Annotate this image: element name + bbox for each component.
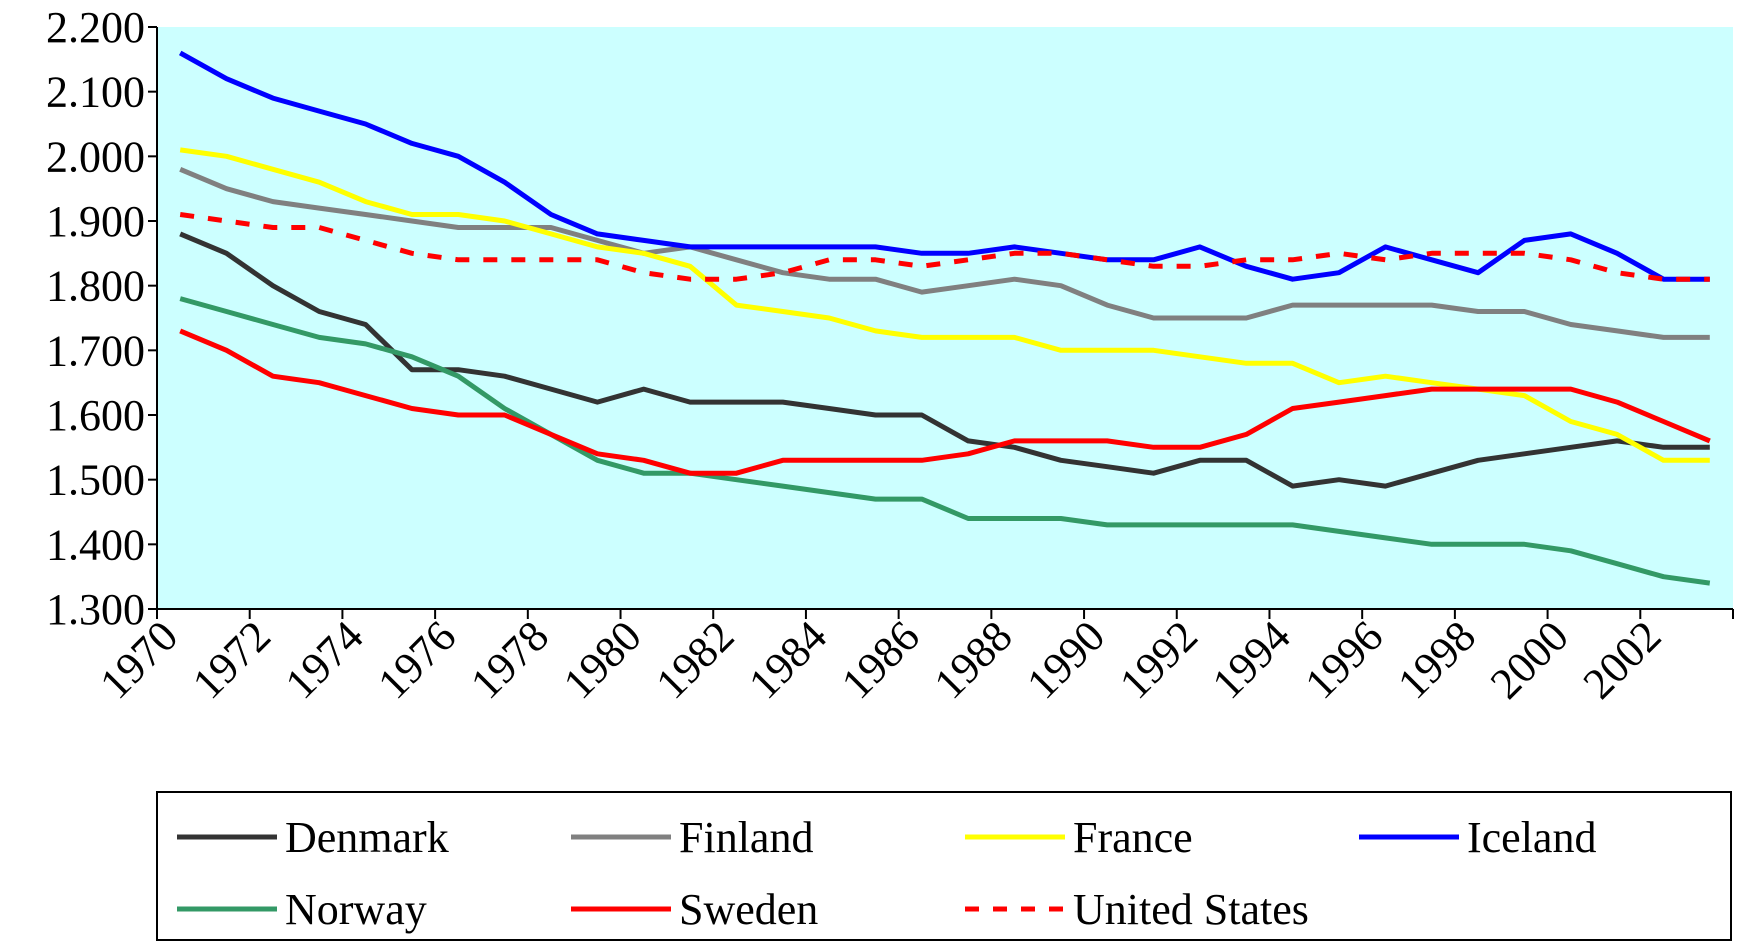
x-tick-label: 1980 xyxy=(554,611,651,708)
x-tick-label: 1978 xyxy=(461,611,558,708)
x-tick-label: 1992 xyxy=(1110,611,1207,708)
x-tick-label: 1996 xyxy=(1296,611,1393,708)
plot-area xyxy=(157,27,1733,609)
legend-label: France xyxy=(1073,813,1193,862)
series-line xyxy=(179,296,1711,586)
x-tick-label: 2000 xyxy=(1481,611,1578,708)
x-tick-label: 1990 xyxy=(1017,611,1114,708)
series-line xyxy=(178,50,1710,282)
legend-label: Denmark xyxy=(285,813,449,862)
x-tick-label: 1998 xyxy=(1388,611,1485,708)
series-line xyxy=(179,212,1710,282)
x-tick-label: 1984 xyxy=(739,611,836,708)
x-tick-label: 1994 xyxy=(1203,611,1300,708)
y-tick-label: 1.700 xyxy=(46,326,145,375)
series-line xyxy=(179,328,1711,476)
y-tick-label: 1.900 xyxy=(46,197,145,246)
y-tick-label: 2.000 xyxy=(46,132,145,181)
legend-box xyxy=(156,791,1732,941)
x-tick-label: 1982 xyxy=(647,611,744,708)
x-tick-label: 2002 xyxy=(1574,611,1671,708)
x-tick-label: 1986 xyxy=(832,611,929,708)
legend-label: Iceland xyxy=(1467,813,1596,862)
y-tick-label: 2.100 xyxy=(46,68,145,117)
x-tick-label: 1988 xyxy=(925,611,1022,708)
legend-label: Sweden xyxy=(679,885,818,934)
y-tick-label: 1.400 xyxy=(46,520,145,569)
y-tick-label: 2.200 xyxy=(46,3,145,52)
y-tick-label: 1.600 xyxy=(46,391,145,440)
series-line xyxy=(179,231,1710,489)
x-tick-label: 1974 xyxy=(276,611,373,708)
y-tick-label: 1.300 xyxy=(46,585,145,634)
series-line xyxy=(179,147,1710,463)
legend-label: Finland xyxy=(679,813,813,862)
y-tick-label: 1.500 xyxy=(46,456,145,505)
x-tick-label: 1972 xyxy=(183,611,280,708)
legend-label: Norway xyxy=(285,885,427,934)
y-tick-label: 1.800 xyxy=(46,262,145,311)
series-line xyxy=(179,166,1710,340)
x-tick-label: 1976 xyxy=(368,611,465,708)
legend-label: United States xyxy=(1073,885,1309,934)
